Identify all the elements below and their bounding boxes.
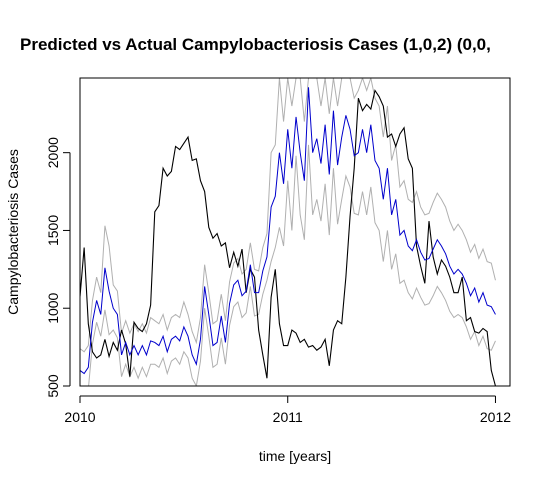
predicted-line-group [80, 87, 496, 375]
x-tick-label: 2010 [64, 409, 95, 425]
y-tick-label: 2000 [45, 137, 61, 168]
x-tick-label: 2011 [273, 409, 303, 425]
plot-area [80, 78, 496, 386]
upper-bound-line [80, 78, 496, 353]
actual-line [80, 89, 496, 386]
x-axis-label: time [years] [259, 448, 331, 464]
predicted-line [80, 87, 496, 375]
actual-line-group [80, 89, 496, 386]
x-axis: 2010 2011 2012 [64, 395, 511, 425]
chart-title: Predicted vs Actual Campylobacteriosis C… [20, 35, 491, 54]
y-axis-label: Campylobacteriosis Cases [5, 149, 21, 315]
lower-bound-line [88, 144, 496, 386]
y-tick-label: 1000 [45, 292, 61, 323]
y-tick-label: 500 [45, 374, 61, 398]
y-tick-label: 1500 [45, 215, 61, 246]
y-axis: 500 1000 1500 2000 [45, 137, 71, 398]
bound-lines [80, 78, 496, 386]
plot-frame [79, 77, 511, 387]
x-tick-label: 2012 [480, 409, 511, 425]
